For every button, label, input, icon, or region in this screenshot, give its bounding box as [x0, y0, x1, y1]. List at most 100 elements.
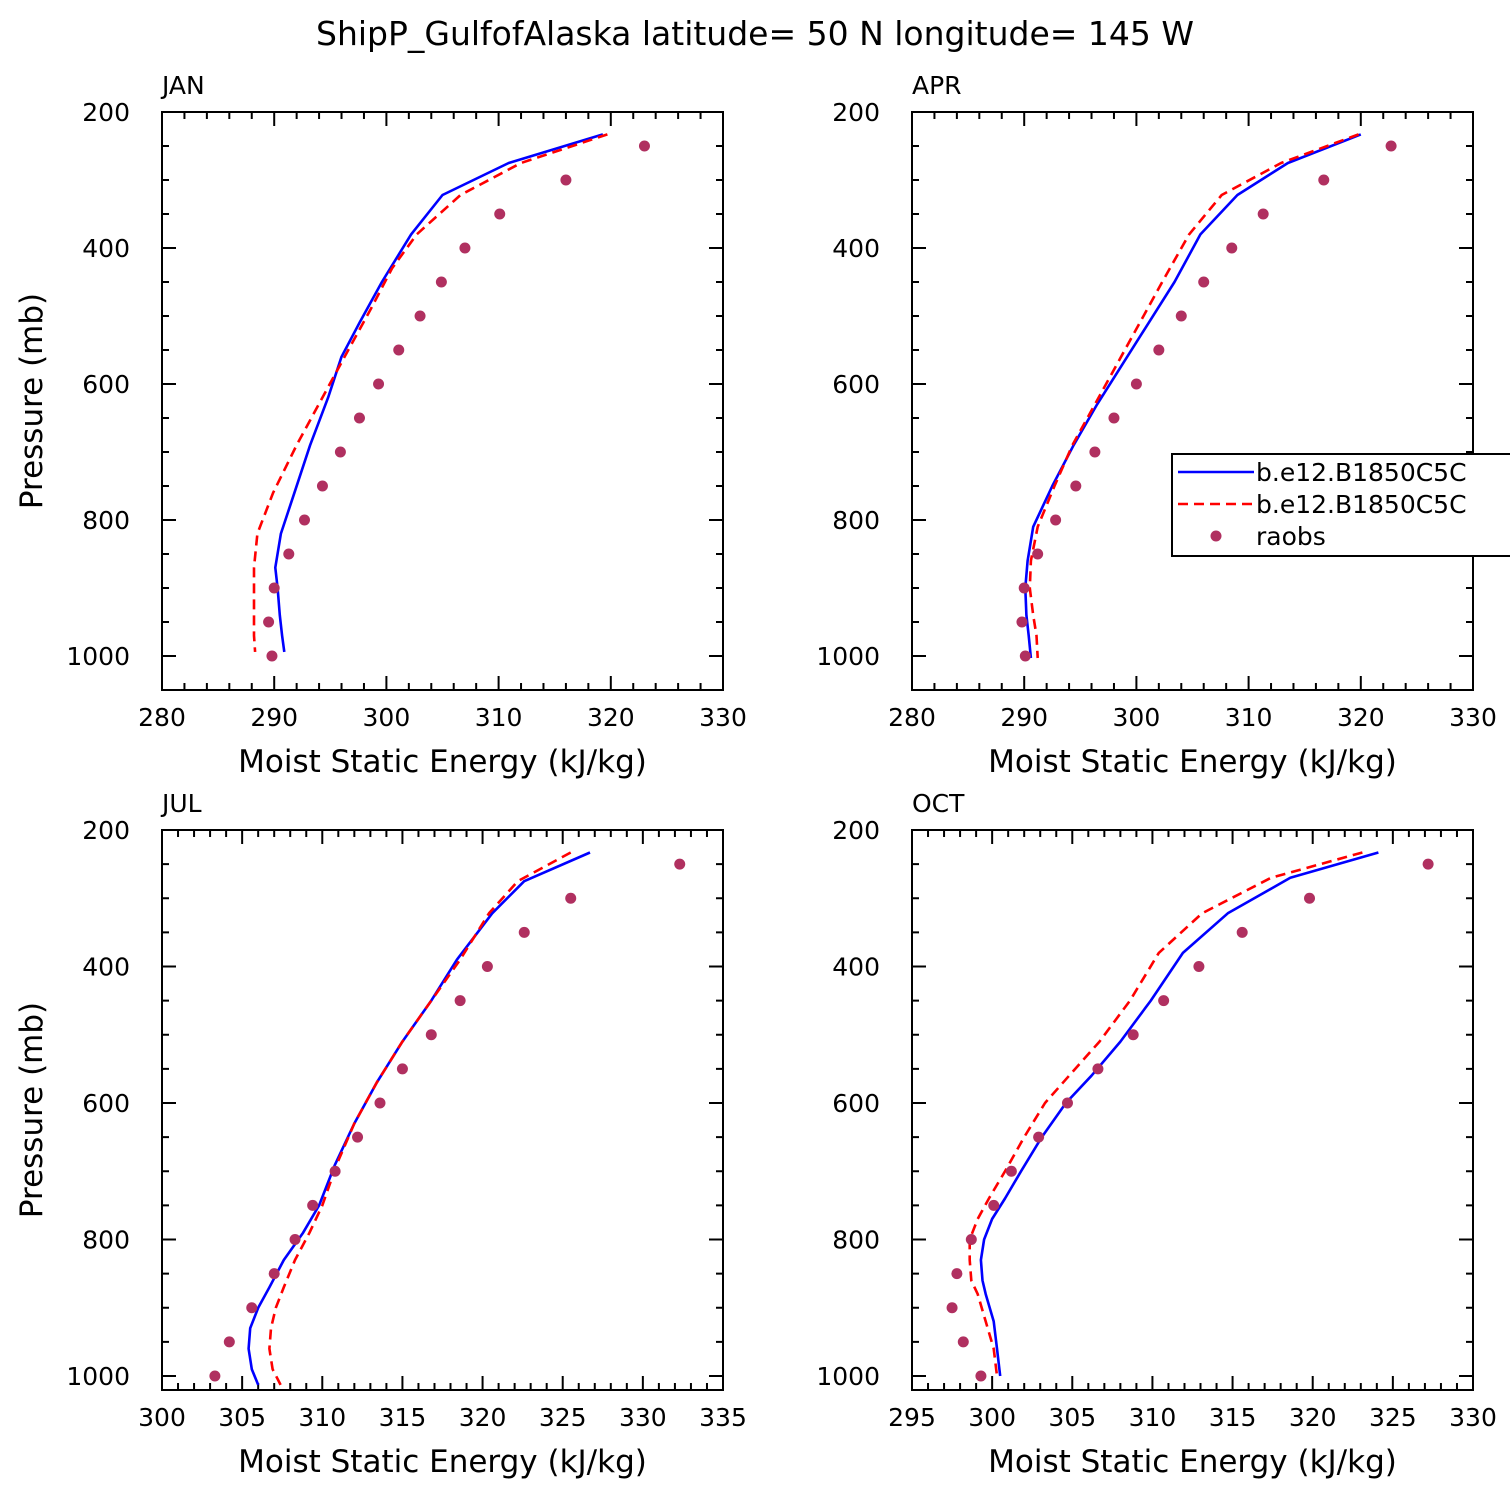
raobs-point: [268, 582, 280, 594]
x-tick-label: 300: [968, 1403, 1016, 1432]
x-tick-label: 325: [539, 1403, 587, 1432]
y-tick-label: 400: [832, 953, 880, 982]
x-axis-label: Moist Static Energy (kJ/kg): [988, 1444, 1397, 1480]
raobs-point: [1070, 480, 1082, 492]
y-tick-label: 200: [832, 816, 880, 845]
y-tick-label: 200: [82, 816, 130, 845]
x-axis-label: Moist Static Energy (kJ/kg): [238, 1444, 647, 1480]
raobs-point: [1175, 310, 1187, 322]
x-tick-label: 290: [250, 703, 298, 732]
raobs-point: [1193, 961, 1205, 972]
plot-frame: [161, 111, 724, 691]
y-tick-label: 1000: [66, 642, 130, 671]
raobs-point: [1127, 1029, 1139, 1041]
raobs-point: [1089, 446, 1101, 458]
x-tick-label: 300: [138, 1403, 186, 1432]
y-tick-label: 400: [82, 953, 130, 982]
model-series-dashed: [968, 851, 1363, 1377]
x-tick-label: 335: [699, 1403, 747, 1432]
raobs-point: [246, 1302, 258, 1314]
raobs-point: [425, 1029, 437, 1041]
x-axis-label: Moist Static Energy (kJ/kg): [988, 744, 1397, 780]
y-tick-label: 400: [832, 234, 880, 263]
x-tick-label: 305: [218, 1403, 266, 1432]
raobs-point: [1061, 1097, 1073, 1109]
raobs-point: [1198, 276, 1210, 288]
y-tick-label: 400: [82, 234, 130, 263]
raobs-point: [435, 276, 447, 288]
x-tick-label: 315: [379, 1403, 427, 1432]
raobs-point: [1018, 582, 1030, 594]
y-tick-label: 800: [832, 1226, 880, 1255]
raobs-point: [1226, 242, 1238, 254]
x-axis-label: Moist Static Energy (kJ/kg): [238, 744, 647, 780]
y-tick-label: 600: [82, 370, 130, 399]
y-tick-label: 600: [832, 370, 880, 399]
raobs-point: [1153, 344, 1165, 356]
raobs-point: [1019, 650, 1031, 662]
y-tick-label: 1000: [66, 1362, 130, 1391]
raobs-point: [1422, 858, 1434, 870]
raobs-point: [560, 174, 572, 186]
x-tick-label: 310: [298, 1403, 346, 1432]
raobs-point: [329, 1165, 341, 1177]
y-tick-label: 1000: [816, 1362, 880, 1391]
panel-label: OCT: [912, 789, 965, 818]
raobs-point: [1158, 995, 1170, 1007]
model-series-dashed: [252, 133, 608, 652]
x-tick-label: 295: [888, 1403, 936, 1432]
y-tick-label: 800: [832, 506, 880, 535]
raobs-point: [946, 1302, 958, 1314]
x-tick-label: 310: [1129, 1403, 1177, 1432]
legend: b.e12.B1850C5C b.e12.B1850C5C raobs: [1171, 453, 1510, 557]
y-tick-label: 1000: [816, 642, 880, 671]
x-tick-label: 320: [459, 1403, 507, 1432]
model-series-solid: [247, 851, 591, 1386]
y-tick-label: 200: [832, 98, 880, 127]
y-axis-label: Pressure (mb): [14, 1002, 50, 1218]
raobs-point: [352, 1131, 364, 1143]
x-tick-label: 330: [1449, 1403, 1497, 1432]
legend-label: raobs: [1256, 522, 1326, 551]
raobs-point: [307, 1199, 319, 1211]
raobs-point: [414, 310, 426, 322]
raobs-point: [334, 446, 346, 458]
x-tick-label: 330: [699, 703, 747, 732]
x-tick-label: 280: [138, 703, 186, 732]
x-tick-label: 325: [1369, 1403, 1417, 1432]
raobs-point: [263, 616, 275, 628]
raobs-point: [1257, 208, 1269, 220]
raobs-point: [951, 1268, 963, 1280]
x-tick-label: 320: [587, 703, 635, 732]
y-tick-label: 800: [82, 506, 130, 535]
raobs-point: [1385, 140, 1397, 152]
x-tick-label: 280: [888, 703, 936, 732]
raobs-point: [289, 1234, 301, 1245]
x-tick-label: 305: [1048, 1403, 1096, 1432]
x-tick-label: 330: [619, 1403, 667, 1432]
raobs-point: [674, 858, 686, 870]
raobs-point: [1130, 378, 1142, 390]
raobs-point: [454, 995, 466, 1007]
raobs-point: [393, 344, 405, 356]
raobs-point: [988, 1199, 1000, 1211]
raobs-point: [1016, 616, 1028, 628]
x-tick-label: 300: [363, 703, 411, 732]
raobs-point: [1108, 412, 1120, 424]
figure-title: ShipP_GulfofAlaska latitude= 50 N longit…: [316, 14, 1194, 53]
model-series-solid: [273, 133, 604, 653]
raobs-point: [268, 1268, 280, 1280]
x-tick-label: 315: [1209, 1403, 1257, 1432]
legend-marker: [1210, 530, 1222, 542]
raobs-point: [1005, 1165, 1017, 1177]
raobs-point: [373, 378, 385, 390]
x-tick-label: 310: [1225, 703, 1273, 732]
raobs-point: [1032, 548, 1044, 560]
raobs-point: [298, 514, 310, 526]
raobs-point: [396, 1063, 408, 1075]
x-tick-label: 320: [1289, 1403, 1337, 1432]
x-tick-label: 330: [1449, 703, 1497, 732]
chart-panel-oct: OCT 295 300 305 310 315 320 325 330 200 400 600 800 1…: [816, 789, 1496, 1480]
model-series-solid: [979, 851, 1379, 1377]
chart-panel-apr: APR 280 290 300 310 320 330 200 400 600 800 1000 Moi…: [816, 71, 1496, 780]
